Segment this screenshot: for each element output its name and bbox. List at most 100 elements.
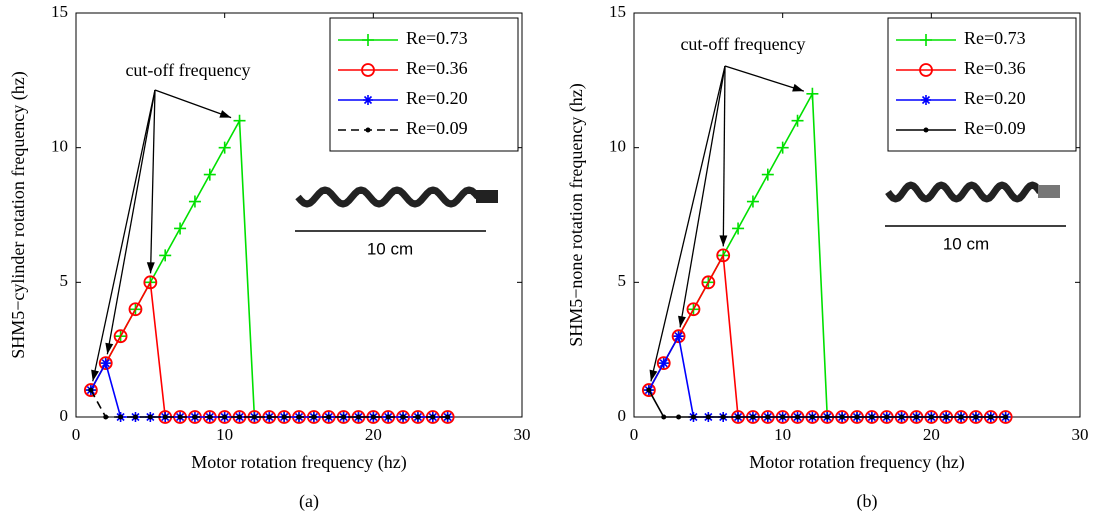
x-tick-label: 30: [1072, 425, 1089, 444]
legend-label: Re=0.20: [406, 88, 468, 108]
marker: [1003, 414, 1009, 420]
annotation-arrow: [679, 65, 726, 328]
marker: [100, 358, 111, 369]
marker: [809, 414, 815, 420]
helix: [885, 181, 1043, 203]
y-tick-label: 5: [60, 271, 69, 290]
legend-label: Re=0.36: [964, 58, 1026, 78]
annotation-arrow: [149, 89, 156, 274]
y-axis-label: SHM5−none rotation frequency (hz): [566, 83, 587, 347]
marker: [188, 195, 201, 208]
x-axis-label: Motor rotation frequency (hz): [749, 452, 964, 473]
annotation-arrow: [724, 65, 805, 92]
marker: [162, 414, 168, 420]
marker: [118, 414, 124, 420]
marker: [143, 275, 158, 290]
caption: (a): [299, 491, 319, 512]
marker: [222, 414, 228, 420]
subplot: 10 cm 0 10 20 30 0 5 10 15 Motor rotation frequen…: [8, 2, 530, 512]
marker: [973, 414, 979, 420]
marker: [676, 414, 682, 420]
marker: [103, 414, 109, 420]
y-tick-label: 15: [609, 2, 626, 21]
marker: [720, 414, 726, 420]
series-line: [90, 361, 448, 418]
marker: [690, 414, 696, 420]
marker: [750, 414, 756, 420]
legend-marker: [362, 34, 374, 46]
y-tick-label: 0: [618, 406, 627, 425]
marker: [159, 249, 172, 262]
marker: [174, 222, 187, 235]
marker: [237, 414, 243, 420]
marker: [854, 414, 860, 420]
marker: [795, 414, 801, 420]
marker: [326, 414, 332, 420]
marker: [132, 414, 138, 420]
marker: [88, 387, 94, 393]
marker: [716, 248, 731, 263]
annotation-arrow: [92, 89, 156, 382]
annotation-arrow: [106, 89, 156, 355]
marker: [673, 331, 684, 342]
arrow-head: [649, 369, 658, 382]
legend-label: Re=0.09: [406, 118, 468, 138]
legend-marker: [920, 34, 932, 46]
marker: [311, 414, 317, 420]
marker: [207, 414, 213, 420]
marker: [791, 114, 804, 127]
marker: [83, 383, 98, 397]
marker: [177, 414, 183, 420]
arrow-head: [146, 262, 155, 274]
series-line: [90, 117, 448, 418]
arrow-head: [792, 83, 804, 92]
marker: [928, 414, 934, 420]
helix-head: [1038, 185, 1060, 198]
marker: [746, 195, 759, 208]
marker: [765, 414, 771, 420]
legend-label: Re=0.20: [964, 88, 1026, 108]
arrow-head: [219, 110, 232, 118]
x-axis-label: Motor rotation frequency (hz): [191, 452, 406, 473]
series-line: [90, 279, 448, 418]
legend-marker: [363, 95, 373, 105]
legend-label: Re=0.36: [406, 58, 468, 78]
annotation-arrow: [722, 65, 726, 247]
marker: [445, 414, 451, 420]
marker: [958, 414, 964, 420]
y-tick-label: 5: [618, 271, 627, 290]
marker: [641, 383, 656, 397]
helix-head: [476, 190, 498, 203]
annotation-arrow: [154, 89, 232, 119]
x-tick-label: 0: [630, 425, 639, 444]
marker: [686, 302, 701, 317]
y-axis-label: SHM5−cylinder rotation frequency (hz): [8, 71, 29, 359]
marker: [400, 414, 406, 420]
marker: [415, 414, 421, 420]
subplot: 10 cm 0 10 20 30 0 5 10 15 Motor rotation frequen…: [566, 2, 1088, 512]
marker: [780, 414, 786, 420]
caption: (b): [857, 491, 878, 512]
marker: [370, 414, 376, 420]
legend-label: Re=0.09: [964, 118, 1026, 138]
arrow-head: [719, 235, 728, 247]
marker: [671, 329, 686, 344]
legend-marker: [923, 127, 929, 133]
marker: [705, 414, 711, 420]
annotation: cut-off frequency: [125, 60, 250, 80]
marker: [869, 414, 875, 420]
arrow-head: [105, 342, 114, 355]
marker: [839, 414, 845, 420]
marker: [192, 414, 198, 420]
marker: [656, 356, 671, 371]
marker: [943, 414, 949, 420]
arrow-head: [91, 369, 99, 382]
marker: [296, 414, 302, 420]
marker: [824, 414, 830, 420]
annotation: cut-off frequency: [680, 34, 805, 54]
marker: [355, 414, 361, 420]
legend-marker: [361, 63, 375, 77]
marker: [988, 414, 994, 420]
x-tick-label: 20: [365, 425, 382, 444]
